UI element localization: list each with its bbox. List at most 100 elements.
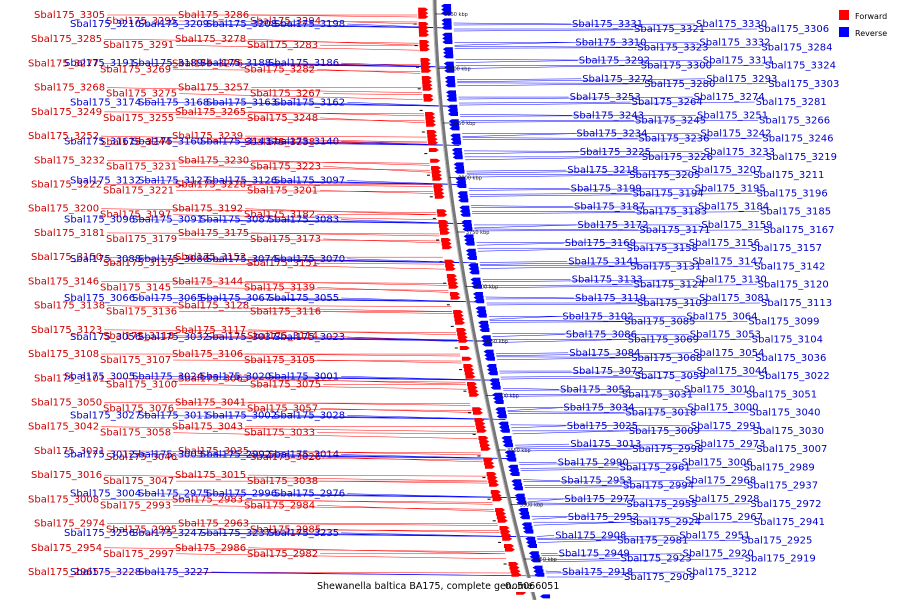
reverse-gene-label: Sbal175_3174 bbox=[70, 97, 141, 108]
forward-gene-label: Sbal175_3117 bbox=[175, 325, 246, 336]
forward-gene-label: Sbal175_3267 bbox=[250, 89, 321, 100]
reverse-gene-label: Sbal175_3006 bbox=[682, 457, 753, 468]
reverse-leader-line bbox=[507, 407, 563, 411]
forward-gene-label: Sbal175_2954 bbox=[31, 543, 102, 554]
forward-gene-arrow bbox=[479, 439, 490, 444]
reverse-gene-label: Sbal175_3099 bbox=[748, 316, 819, 327]
reverse-gene-label: Sbal175_3011 bbox=[138, 410, 209, 421]
reverse-gene-label: Sbal175_3331 bbox=[572, 19, 643, 30]
forward-gene-arrow bbox=[502, 536, 513, 541]
forward-gene-label: Sbal175_3268 bbox=[34, 83, 105, 94]
reverse-leader-line bbox=[341, 219, 470, 224]
reverse-gene-label: Sbal175_3245 bbox=[635, 115, 706, 126]
forward-leader-line bbox=[323, 529, 500, 533]
legend-forward-label: Forward bbox=[855, 12, 887, 21]
reverse-gene-label: Sbal175_2972 bbox=[750, 499, 821, 510]
reverse-gene-arrow bbox=[441, 4, 452, 8]
reverse-gene-label: Sbal175_3031 bbox=[622, 389, 693, 400]
reverse-gene-arrow bbox=[492, 392, 503, 397]
reverse-gene-label: Sbal175_2996 bbox=[206, 489, 277, 500]
forward-gene-label: Sbal175_3152 bbox=[175, 252, 246, 263]
reverse-gene-arrow bbox=[514, 493, 525, 498]
reverse-leader-line bbox=[474, 224, 577, 229]
forward-gene-arrow bbox=[439, 230, 450, 235]
reverse-gene-arrow bbox=[511, 479, 522, 484]
forward-gene-arrow bbox=[509, 565, 520, 570]
forward-gene-arrow bbox=[468, 389, 479, 394]
reverse-gene-label: Sbal175_3040 bbox=[749, 408, 820, 419]
reverse-gene-arrow bbox=[504, 450, 515, 455]
reverse-gene-label: Sbal175_3332 bbox=[699, 37, 770, 48]
reverse-gene-arrow bbox=[448, 119, 459, 124]
reverse-gene-label: Sbal175_3311 bbox=[703, 56, 774, 67]
forward-gene-arrow bbox=[484, 464, 495, 469]
reverse-gene-arrow bbox=[451, 148, 462, 152]
forward-leader-line bbox=[176, 553, 507, 560]
reverse-gene-label: Sbal175_3009 bbox=[629, 426, 700, 437]
small-feature-mark bbox=[482, 477, 486, 479]
forward-gene-label: Sbal175_3101 bbox=[34, 373, 105, 384]
reverse-gene-label: Sbal175_3284 bbox=[761, 42, 832, 53]
reverse-gene-label: Sbal175_3205 bbox=[629, 170, 700, 181]
reverse-gene-label: Sbal175_3052 bbox=[560, 384, 631, 395]
forward-gene-arrow bbox=[423, 97, 434, 102]
reverse-gene-label: Sbal175_3131 bbox=[630, 261, 701, 272]
forward-leader-line bbox=[176, 262, 445, 270]
reverse-leader-line bbox=[457, 82, 768, 85]
forward-gene-arrow bbox=[426, 130, 437, 134]
reverse-leader-line bbox=[458, 96, 693, 100]
forward-gene-arrow bbox=[444, 259, 455, 264]
reverse-leader-line bbox=[489, 320, 624, 322]
forward-leader-line bbox=[104, 329, 456, 334]
reverse-gene-label: Sbal175_3001 bbox=[268, 371, 339, 382]
reverse-leader-line bbox=[522, 479, 561, 481]
reverse-leader-line bbox=[493, 339, 627, 343]
reverse-gene-arrow bbox=[476, 310, 487, 314]
reverse-leader-line bbox=[510, 424, 690, 427]
reverse-leader-line bbox=[537, 539, 741, 541]
reverse-leader-line bbox=[496, 352, 693, 357]
forward-leader-line bbox=[176, 190, 434, 192]
reverse-gene-label: Sbal175_3037 bbox=[206, 332, 277, 343]
reverse-gene-label: Sbal175_3080 bbox=[138, 254, 209, 265]
reverse-gene-label: Sbal175_3236 bbox=[638, 134, 709, 145]
forward-gene-arrow bbox=[457, 331, 468, 336]
reverse-gene-label: Sbal175_3191 bbox=[64, 58, 135, 69]
reverse-leader-line bbox=[489, 321, 748, 323]
reverse-leader-line bbox=[462, 137, 638, 139]
forward-leader-line bbox=[245, 353, 461, 357]
reverse-gene-arrow bbox=[445, 83, 456, 88]
reverse-leader-line bbox=[485, 296, 575, 299]
reverse-gene-label: Sbal175_3127 bbox=[138, 176, 209, 187]
reverse-gene-label: Sbal175_2918 bbox=[562, 567, 633, 578]
reverse-gene-label: Sbal175_3237 bbox=[200, 528, 271, 539]
forward-gene-label: Sbal175_2965 bbox=[28, 567, 99, 578]
reverse-gene-label: Sbal175_3074 bbox=[206, 254, 277, 265]
reverse-gene-label: Sbal175_2953 bbox=[561, 476, 632, 487]
reverse-leader-line bbox=[504, 394, 746, 397]
forward-gene-label: Sbal175_3035 bbox=[178, 446, 249, 457]
reverse-leader-line bbox=[528, 503, 750, 506]
reverse-gene-label: Sbal175_3235 bbox=[268, 528, 339, 539]
reverse-leader-line bbox=[471, 206, 698, 208]
forward-gene-label: Sbal175_3192 bbox=[172, 204, 243, 215]
reverse-gene-label: Sbal175_2967 bbox=[692, 512, 763, 523]
forward-gene-arrow bbox=[430, 158, 441, 163]
small-feature-mark bbox=[487, 498, 491, 500]
reverse-leader-line bbox=[482, 279, 695, 282]
reverse-leader-line bbox=[279, 180, 465, 185]
forward-gene-arrow bbox=[425, 119, 436, 124]
forward-gene-arrow bbox=[503, 544, 514, 548]
reverse-leader-line bbox=[476, 242, 564, 246]
forward-gene-label: Sbal175_3114 bbox=[247, 331, 318, 342]
forward-gene-arrow bbox=[472, 407, 483, 412]
reverse-gene-arrow bbox=[532, 565, 543, 570]
forward-gene-label: Sbal175_2984 bbox=[244, 500, 315, 511]
reverse-gene-label: Sbal175_3086 bbox=[566, 330, 637, 341]
reverse-gene-arrow bbox=[462, 227, 473, 232]
forward-gene-arrow bbox=[501, 533, 512, 538]
small-feature-mark bbox=[421, 131, 425, 133]
reverse-gene-arrow bbox=[533, 569, 544, 574]
reverse-leader-line bbox=[453, 28, 758, 32]
forward-gene-arrow bbox=[427, 133, 438, 138]
